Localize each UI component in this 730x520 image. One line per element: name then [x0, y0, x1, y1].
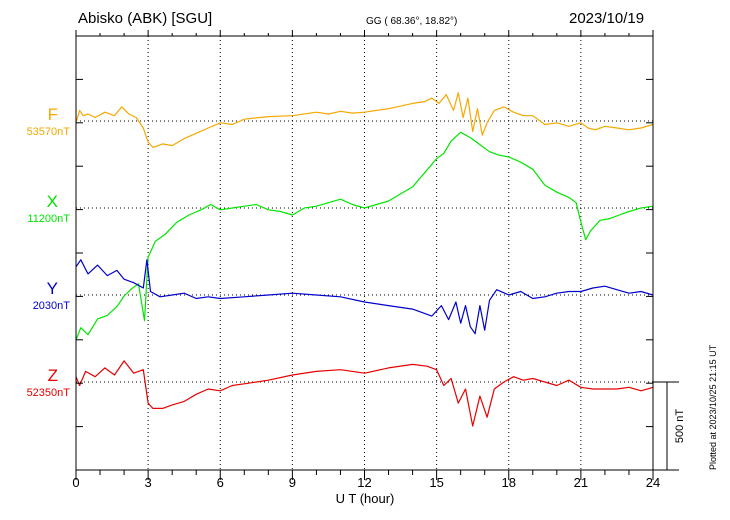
x-tick-label: 9 — [289, 475, 296, 490]
baseline-label-f: 53570nT — [26, 126, 70, 138]
station-title: Abisko (ABK) [SGU] — [78, 10, 213, 27]
series-label-f: F — [47, 105, 58, 124]
x-axis-label: U T (hour) — [336, 491, 395, 506]
geographic-coords: GG ( 68.36°, 18.82°) — [366, 16, 458, 27]
series-line-y — [75, 259, 654, 335]
x-tick-label: 12 — [357, 475, 371, 490]
scale-bar — [653, 381, 679, 471]
x-tick-label: 6 — [217, 475, 224, 490]
series-line-z — [75, 360, 654, 427]
series-label-z: Z — [47, 366, 58, 385]
x-tick-label: 18 — [502, 475, 516, 490]
x-tick-label: 21 — [574, 475, 588, 490]
scale-bar-label: 500 nT — [674, 409, 686, 444]
series-line-f — [75, 92, 654, 148]
plot-date: 2023/10/19 — [569, 10, 645, 27]
x-tick-label: 0 — [72, 475, 79, 490]
plot-footer: Plotted at 2023/10/25 21:15 UT — [708, 344, 718, 470]
baseline-label-z: 52350nT — [26, 387, 70, 399]
series-label-x: X — [46, 192, 58, 211]
x-tick-label: 3 — [145, 475, 152, 490]
baseline-label-y: 2030nT — [32, 300, 70, 312]
baseline-label-x: 11200nT — [27, 213, 70, 225]
x-tick-label: 24 — [646, 475, 660, 490]
x-tick-label: 15 — [429, 475, 443, 490]
series-line-x — [75, 131, 654, 341]
series-label-y: Y — [46, 279, 58, 298]
